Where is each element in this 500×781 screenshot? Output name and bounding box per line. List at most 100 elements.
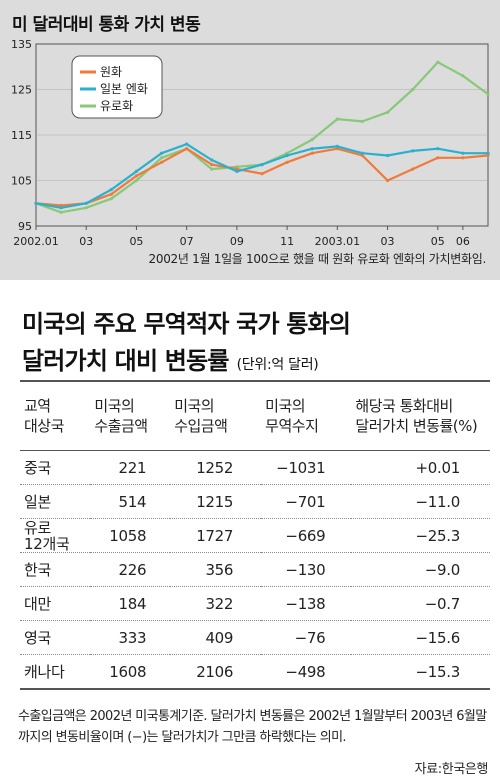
data-point (84, 201, 88, 205)
cell-import: 1252 (170, 450, 262, 485)
table-body: 중국 221 1252 −1031 +0.01 일본 514 1215 −701 −11.0 유로 1… (20, 450, 490, 690)
x-tick-label: 2002.01 (13, 235, 59, 248)
cell-balance: −76 (261, 620, 352, 655)
data-point (109, 192, 113, 196)
legend-label: 원화 (100, 65, 122, 79)
legend-label: 유로화 (100, 99, 133, 113)
cell-export: 1608 (90, 654, 171, 690)
data-point (185, 142, 189, 146)
table-row: 영국 333 409 −76 −15.6 (20, 620, 490, 655)
cell-balance: −130 (261, 552, 352, 587)
header-export: 미국의 수출금액 (94, 397, 148, 435)
x-tick-label: 03 (79, 235, 93, 248)
cell-export: 333 (90, 620, 171, 655)
cell-change: −9.0 (351, 552, 490, 587)
table-row: 캐나다 1608 2106 −498 −15.3 (20, 654, 490, 690)
data-point (59, 210, 63, 214)
table-header-row: 교역 대상국 미국의 수출금액 미국의 수입금액 미국의 무역수지 해당국 통화대비 달러… (20, 381, 490, 451)
cell-import: 356 (170, 552, 262, 587)
data-point (235, 165, 239, 169)
data-point (411, 167, 415, 171)
data-point (335, 117, 339, 121)
cell-change: −25.3 (351, 518, 490, 553)
data-point (411, 149, 415, 153)
x-tick-label: 11 (280, 235, 294, 248)
data-point (386, 110, 390, 114)
cell-export: 226 (90, 552, 171, 587)
cell-import: 1215 (170, 484, 262, 519)
data-point (235, 169, 239, 173)
cell-export: 514 (90, 484, 171, 519)
data-point (461, 156, 465, 160)
y-tick-label: 125 (11, 84, 32, 97)
data-point (335, 144, 339, 148)
x-tick-label: 03 (381, 235, 395, 248)
cell-export: 1058 (90, 518, 171, 553)
data-point (210, 158, 214, 162)
data-point (160, 160, 164, 164)
cell-change: −11.0 (351, 484, 490, 519)
table-title-line1: 미국의 주요 무역적자 국가 통화의 (22, 310, 351, 338)
data-point (109, 197, 113, 201)
currency-line-chart: 95 105 115 125 135 2002.01 03 05 07 09 11 2003.01 03… (11, 38, 490, 248)
data-point (260, 163, 264, 167)
chart-panel: 미 달러대비 통화 가치 변동 95 105 115 125 135 2002.01 03 0… (0, 0, 500, 280)
data-point (285, 153, 289, 158)
header-change: 해당국 통화대비 달러가치 변동률(%) (355, 397, 478, 435)
legend-label: 일본 엔화 (100, 82, 148, 96)
table-row: 일본 514 1215 −701 −11.0 (20, 484, 490, 519)
data-point (210, 167, 214, 171)
data-point (335, 147, 339, 151)
data-point (461, 151, 465, 155)
data-point (59, 203, 63, 208)
cell-country: 한국 (20, 552, 91, 587)
cell-country: 일본 (20, 484, 91, 519)
header-country: 교역 대상국 (24, 397, 64, 435)
cell-country: 영국 (20, 620, 91, 655)
data-point (310, 147, 314, 151)
cell-export: 221 (90, 450, 171, 485)
footnote: 수출입금액은 2002년 미국통계기준. 달러가치 변동률은 2002년 1월말… (18, 709, 487, 745)
cell-balance: −498 (261, 654, 352, 690)
data-point (160, 156, 164, 160)
chart-note: 2002년 1월 1일을 100으로 했을 때 원화 유로화 엔화의 가치변화임… (148, 252, 487, 266)
data-point (285, 151, 289, 155)
data-point (486, 153, 490, 158)
data-point (134, 169, 138, 173)
data-point (210, 163, 214, 167)
table-row: 중국 221 1252 −1031 +0.01 (20, 450, 490, 485)
header-balance: 미국의 무역수지 (265, 397, 319, 435)
table-unit: (단위:억 달러) (236, 357, 319, 373)
data-point (411, 87, 415, 92)
data-point (134, 178, 138, 183)
cell-balance: −138 (261, 586, 352, 621)
cell-change: −0.7 (351, 586, 490, 621)
cell-country: 유로 12개국 (20, 518, 91, 553)
data-point (386, 178, 390, 183)
table-title-line2-text: 달러가치 대비 변동률 (22, 347, 229, 375)
data-point (436, 147, 440, 151)
data-point (310, 151, 314, 155)
source: 자료:한국은행 (414, 762, 489, 777)
cell-country: 대만 (20, 586, 91, 621)
cell-import: 322 (170, 586, 262, 621)
y-tick-label: 135 (11, 38, 32, 51)
table-row: 유로 12개국 1058 1727 −669 −25.3 (20, 518, 490, 553)
cell-change: −15.6 (351, 620, 490, 655)
data-point (260, 172, 264, 176)
cell-change: +0.01 (351, 450, 490, 485)
x-tick-label: 06 (456, 235, 470, 248)
cell-country: 중국 (20, 450, 91, 485)
x-tick-label: 05 (431, 235, 445, 248)
x-tick-label: 05 (129, 235, 143, 248)
cell-export: 184 (90, 586, 171, 621)
data-point (436, 60, 440, 64)
y-tick-label: 105 (11, 175, 32, 188)
data-point (461, 74, 465, 78)
data-point (436, 156, 440, 160)
x-tick-label: 07 (180, 235, 194, 248)
data-point (34, 201, 38, 205)
cell-import: 2106 (170, 654, 262, 690)
data-point (386, 153, 390, 158)
cell-import: 1727 (170, 518, 262, 553)
